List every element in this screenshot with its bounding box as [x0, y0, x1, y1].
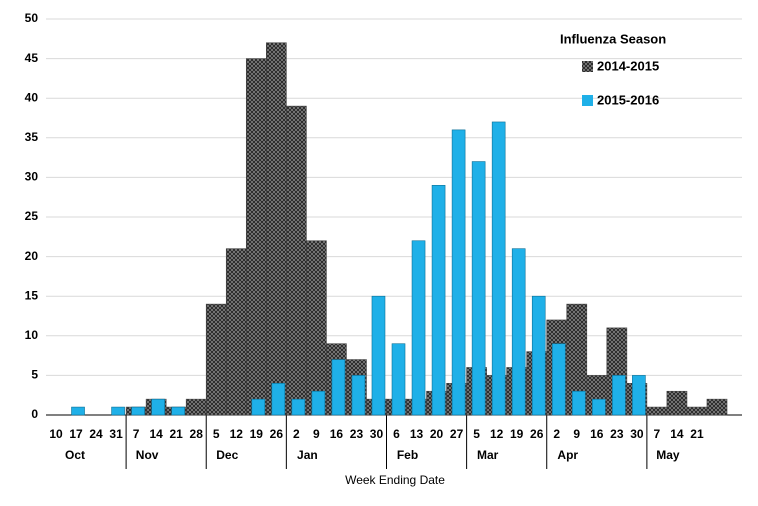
legend-label: 2014-2015 [597, 58, 659, 73]
x-tick-label: 5 [473, 427, 480, 441]
x-tick-label: 12 [230, 427, 244, 441]
month-label: Feb [397, 448, 418, 462]
x-tick-label: 17 [69, 427, 83, 441]
x-tick-label: 16 [590, 427, 604, 441]
bar [451, 129, 466, 416]
bar [391, 343, 406, 416]
x-tick-label: 6 [393, 427, 400, 441]
x-tick-label: 10 [49, 427, 63, 441]
x-tick-label: 2 [553, 427, 560, 441]
x-tick-label: 14 [670, 427, 684, 441]
bar [306, 240, 327, 416]
month-label: May [656, 448, 680, 462]
month-label: Mar [477, 448, 499, 462]
y-tick-label: 15 [25, 288, 39, 302]
bar [471, 161, 486, 416]
legend-label: 2015-2016 [597, 92, 659, 107]
month-label: Nov [136, 448, 159, 462]
bar [71, 406, 85, 416]
y-tick-label: 50 [25, 11, 39, 25]
y-tick-label: 20 [25, 249, 39, 263]
x-tick-label: 20 [430, 427, 444, 441]
bar [632, 375, 646, 416]
bar [351, 375, 366, 416]
legend-swatch [582, 95, 593, 106]
x-tick-label: 9 [573, 427, 580, 441]
bar [431, 185, 446, 416]
x-axis-title: Week Ending Date [345, 473, 445, 487]
bar [245, 58, 267, 416]
x-tick-label: 24 [89, 427, 103, 441]
bar [686, 406, 708, 416]
bar [371, 295, 386, 416]
y-tick-label: 35 [25, 130, 39, 144]
y-tick-label: 30 [25, 170, 39, 184]
bar [205, 303, 227, 416]
x-tick-label: 19 [250, 427, 264, 441]
x-tick-label: 14 [149, 427, 163, 441]
x-tick-label: 12 [490, 427, 504, 441]
bar [266, 42, 287, 416]
x-tick-label: 26 [530, 427, 544, 441]
bar [291, 398, 306, 416]
x-tick-label: 23 [610, 427, 624, 441]
bar [491, 121, 506, 416]
x-tick-label: 9 [313, 427, 320, 441]
x-tick-label: 19 [510, 427, 524, 441]
x-tick-label: 21 [690, 427, 704, 441]
bar [131, 406, 145, 416]
y-tick-label: 40 [25, 90, 39, 104]
bar [331, 359, 346, 416]
x-tick-label: 5 [213, 427, 220, 441]
bar [171, 406, 185, 416]
month-label: Jan [297, 448, 318, 462]
bar [286, 105, 307, 416]
x-tick-label: 13 [410, 427, 424, 441]
x-tick-label: 26 [270, 427, 284, 441]
bar [666, 390, 688, 416]
legend-title: Influenza Season [560, 31, 666, 46]
x-tick-label: 30 [370, 427, 384, 441]
x-tick-label: 27 [450, 427, 464, 441]
month-label: Oct [65, 448, 85, 462]
x-tick-label: 7 [654, 427, 661, 441]
x-tick-label: 21 [170, 427, 184, 441]
x-tick-label: 31 [109, 427, 123, 441]
bar [251, 398, 266, 416]
bar [592, 398, 606, 416]
bar [225, 248, 247, 416]
bar [411, 240, 426, 416]
bar [706, 398, 728, 416]
bar [271, 383, 286, 416]
x-tick-label: 28 [190, 427, 204, 441]
y-tick-label: 45 [25, 51, 39, 65]
month-label: Apr [557, 448, 578, 462]
bar [571, 390, 586, 416]
x-tick-label: 16 [330, 427, 344, 441]
month-label: Dec [216, 448, 238, 462]
bar [111, 406, 125, 416]
x-tick-label: 30 [630, 427, 644, 441]
bar [511, 248, 526, 416]
x-tick-label: 23 [350, 427, 364, 441]
bar [551, 343, 566, 416]
y-tick-label: 0 [31, 407, 38, 421]
y-tick-label: 5 [31, 368, 38, 382]
bar [151, 398, 165, 416]
y-tick-label: 25 [25, 209, 39, 223]
y-tick-label: 10 [25, 328, 39, 342]
bar [646, 406, 668, 416]
bar [311, 390, 326, 416]
legend-swatch [582, 61, 593, 72]
x-tick-label: 2 [293, 427, 300, 441]
bar [531, 295, 546, 416]
bar [612, 375, 626, 416]
bar [185, 398, 207, 416]
x-tick-label: 7 [133, 427, 140, 441]
